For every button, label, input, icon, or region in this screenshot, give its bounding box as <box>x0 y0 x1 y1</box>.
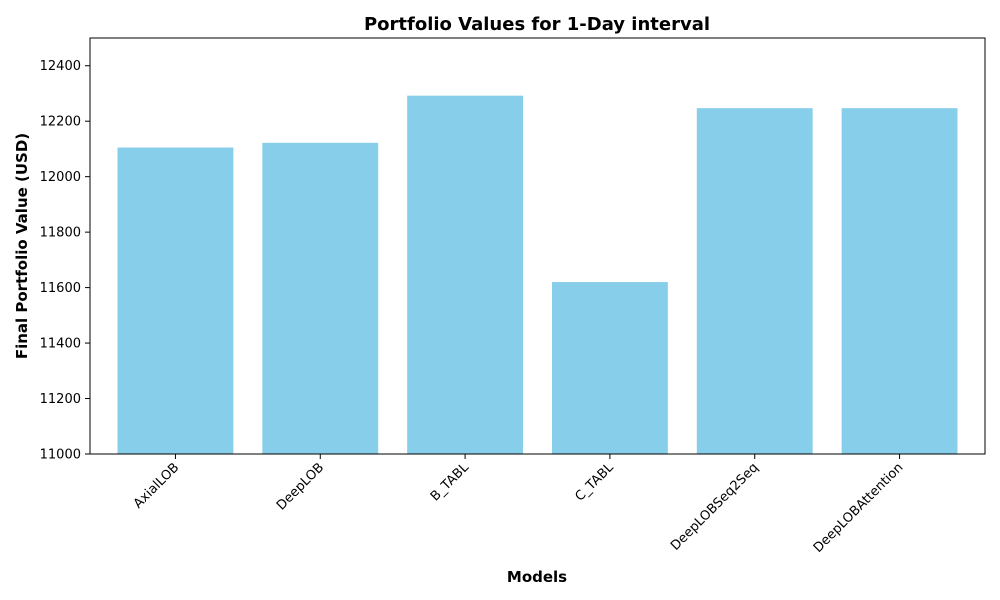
y-axis-label: Final Portfolio Value (USD) <box>13 133 31 359</box>
bar-axiallob <box>117 147 234 454</box>
chart-title: Portfolio Values for 1-Day interval <box>364 14 710 35</box>
x-axis-label: Models <box>507 568 567 586</box>
y-tick-label: 11600 <box>40 281 81 296</box>
x-tick-label: B_TABL <box>428 460 473 505</box>
plot-frame <box>89 37 986 455</box>
bar-deeplobseq2seq <box>696 108 813 454</box>
x-tick-label: DeepLOB <box>274 460 327 513</box>
bar-b-tabl <box>407 95 524 454</box>
y-tick-label: 12000 <box>40 170 81 185</box>
bar-c-tabl <box>551 282 668 454</box>
y-tick-label: 12400 <box>40 59 81 74</box>
x-tick-label: C_TABL <box>572 460 617 505</box>
bar-deeplob <box>262 142 379 454</box>
y-tick-label: 11000 <box>40 448 81 463</box>
y-tick-label: 12200 <box>40 115 81 130</box>
y-tick-label: 11800 <box>40 226 81 241</box>
x-tick-label: AxialLOB <box>131 460 182 511</box>
y-tick-label: 11400 <box>40 337 81 352</box>
x-axis: AxialLOB DeepLOB B_TABL C_TABL DeepLOBSeq2Se… <box>131 454 907 556</box>
x-tick-label: DeepLOBAttention <box>811 460 907 556</box>
x-tick-label: DeepLOBSeq2Seq <box>668 460 762 554</box>
bars-group <box>117 95 958 454</box>
y-axis: 11000 11200 11400 11600 11800 12000 12200 12400 <box>40 59 90 463</box>
bar-deeplobattention <box>841 108 958 454</box>
y-tick-label: 11200 <box>40 392 81 407</box>
